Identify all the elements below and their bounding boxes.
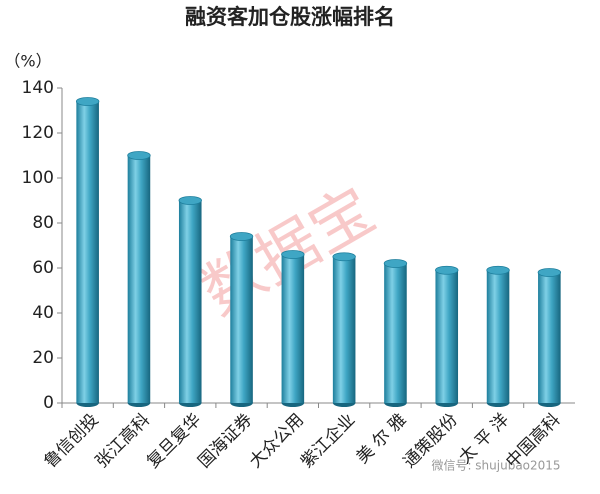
x-tick-label: 紫江企业: [297, 410, 359, 472]
bar: [332, 252, 356, 407]
bar-body: [486, 270, 510, 403]
y-tick-label: 100: [22, 168, 54, 188]
y-tick-label: 20: [32, 348, 54, 368]
bar: [435, 265, 459, 407]
bar: [75, 97, 100, 407]
bar-cap: [537, 268, 562, 277]
y-tick-label: 140: [22, 78, 54, 98]
bar-cap: [332, 252, 356, 262]
x-tick-label: 张江高科: [92, 410, 154, 472]
bar-body: [127, 155, 151, 403]
bar-body: [230, 236, 253, 403]
y-axis-label: （%）: [4, 52, 51, 71]
bar-cap: [281, 250, 305, 259]
x-tick-label: 复旦复华: [143, 410, 205, 472]
x-tick-label: 国海证券: [194, 410, 256, 472]
bar-body: [281, 254, 305, 403]
bar-cap: [178, 196, 202, 205]
bar: [537, 268, 562, 407]
y-tick-label: 0: [43, 393, 54, 413]
bar: [178, 196, 202, 407]
bar-cap: [229, 232, 254, 241]
x-tick-label: 大众公用: [246, 410, 308, 472]
y-tick-label: 80: [32, 213, 54, 233]
bar: [486, 265, 510, 407]
bar-cap: [486, 265, 510, 275]
bar-body: [76, 101, 99, 403]
bar-cap: [127, 151, 151, 160]
y-tick-label: 40: [32, 303, 54, 323]
bar-body: [538, 272, 561, 403]
bar-body: [384, 263, 407, 403]
chart-title: 融资客加仓股涨幅排名: [185, 5, 395, 29]
y-tick-label: 60: [32, 258, 54, 278]
bar: [229, 232, 254, 407]
bar-body: [435, 270, 459, 403]
wechat-watermark: 微信号: shujubao2015: [431, 459, 560, 473]
bar-cap: [75, 97, 100, 106]
bar: [281, 250, 305, 407]
bar-body: [332, 256, 356, 403]
bar-body: [178, 200, 202, 403]
bar-cap: [435, 265, 459, 275]
bar-cap: [383, 259, 408, 268]
bar: [383, 259, 408, 407]
y-tick-label: 120: [22, 123, 54, 143]
x-tick-label: 鲁信创投: [40, 410, 102, 472]
bar: [127, 151, 151, 407]
